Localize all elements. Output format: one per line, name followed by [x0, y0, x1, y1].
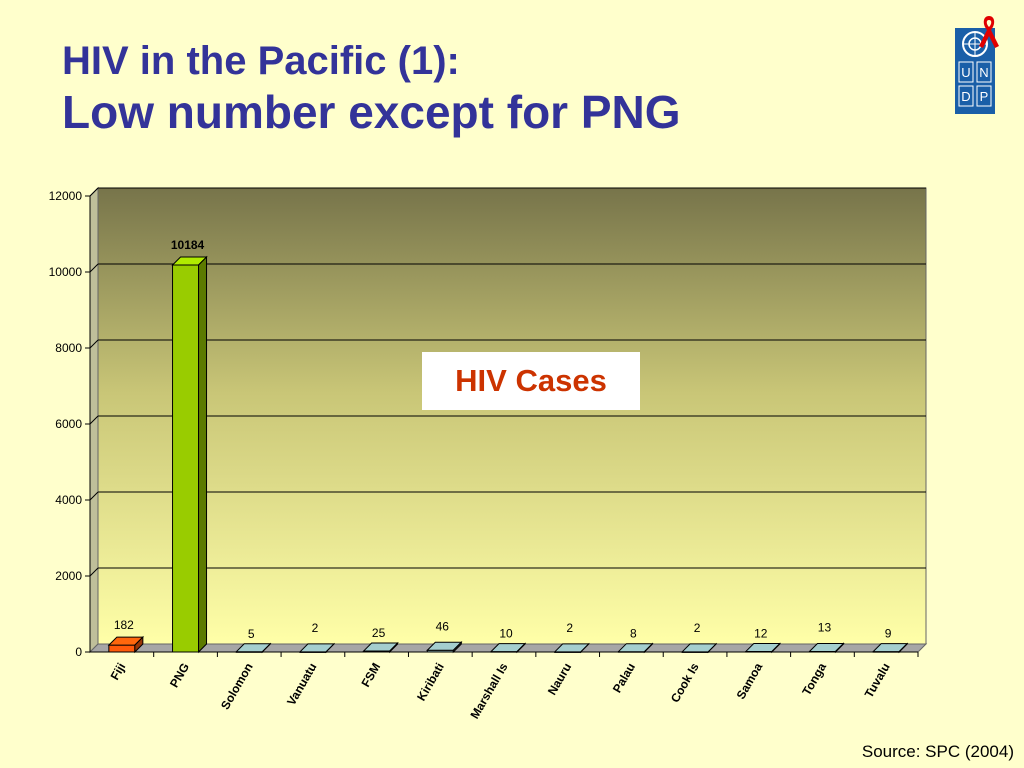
bar-side-face — [134, 635, 144, 654]
bar-side-face — [261, 642, 271, 654]
data-label: 2 — [312, 621, 319, 635]
bar-side-face — [389, 641, 399, 654]
gridline-side — [89, 263, 99, 273]
data-label: 2 — [566, 621, 573, 635]
chart-legend: HIV Cases — [422, 352, 640, 410]
gridline-side — [89, 567, 99, 577]
x-tick-label: Kiribati — [414, 661, 447, 704]
y-tick-label: 12000 — [49, 189, 83, 203]
y-tick-label: 6000 — [55, 417, 82, 431]
slide-title: HIV in the Pacific (1): Low number excep… — [62, 40, 681, 136]
x-tick-label: Nauru — [545, 661, 574, 698]
y-tick-label: 10000 — [49, 265, 83, 279]
logo-letter-d: D — [961, 89, 970, 104]
x-tick-label: Palau — [610, 661, 638, 696]
bar-side-face — [771, 642, 781, 654]
x-tick-label: Samoa — [734, 660, 766, 701]
bar-png — [172, 264, 200, 653]
data-label: 12 — [754, 627, 768, 641]
bar-side-face — [707, 642, 717, 654]
logo-letter-n: N — [979, 65, 988, 80]
logo-letter-u: U — [961, 65, 970, 80]
data-label: 8 — [630, 627, 637, 641]
x-tick-label: Fiji — [108, 661, 129, 683]
undp-logo: U N D P — [955, 16, 999, 114]
data-label: 13 — [818, 621, 832, 635]
data-label: 2 — [694, 621, 701, 635]
title-line-1: HIV in the Pacific (1): — [62, 39, 460, 83]
gridline-side — [89, 491, 99, 501]
bar-side-face — [198, 255, 208, 654]
x-tick-label: Solomon — [218, 661, 256, 712]
bar-side-face — [898, 642, 908, 654]
bar-side-face — [834, 642, 844, 654]
logo-letter-p: P — [980, 89, 989, 104]
bar-side-face — [516, 642, 526, 654]
bar-side-face — [452, 641, 462, 654]
bar-side-face — [580, 642, 590, 654]
x-tick-label: Marshall Is — [467, 660, 510, 721]
source-citation: Source: SPC (2004) — [861, 742, 1014, 761]
gridline-side — [89, 415, 99, 425]
x-tick-label: Tonga — [799, 660, 829, 698]
legend-label: HIV Cases — [455, 363, 607, 398]
x-tick-label: Vanuatu — [284, 661, 319, 708]
bar-fiji — [108, 644, 136, 653]
data-label: 5 — [248, 627, 255, 641]
x-tick-label: PNG — [167, 661, 192, 691]
y-tick-label: 0 — [75, 645, 82, 659]
gridline-side — [89, 339, 99, 349]
data-label: 25 — [372, 626, 386, 640]
title-line-2: Low number except for PNG — [62, 86, 681, 138]
x-tick-label: Tuvalu — [862, 661, 893, 701]
data-label: 182 — [114, 618, 134, 632]
red-ribbon-icon — [979, 16, 999, 48]
data-label: 10 — [499, 627, 513, 641]
gridline-side — [89, 187, 99, 197]
data-label: 9 — [885, 627, 892, 641]
y-tick-label: 8000 — [55, 341, 82, 355]
y-tick-label: 4000 — [55, 493, 82, 507]
x-tick-label: Cook Is — [668, 660, 702, 705]
bar-side-face — [325, 642, 335, 654]
bar-side-face — [643, 642, 653, 654]
x-tick-label: FSM — [358, 661, 383, 690]
data-label: 46 — [436, 619, 450, 633]
y-tick-label: 2000 — [55, 569, 82, 583]
data-label: 10184 — [171, 238, 205, 252]
